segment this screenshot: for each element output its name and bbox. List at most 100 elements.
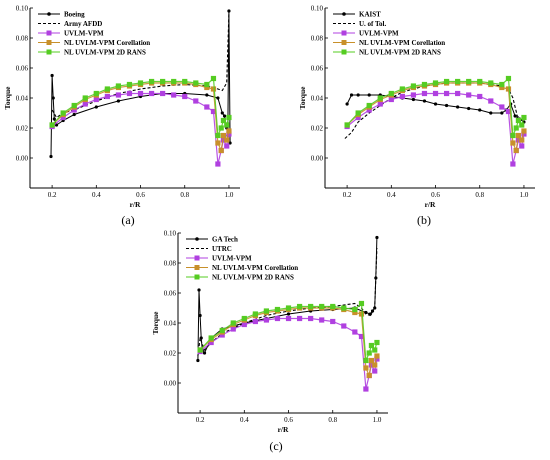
data-point xyxy=(182,78,188,85)
data-point xyxy=(377,95,383,101)
data-point xyxy=(60,114,66,121)
legend-label: Boeing xyxy=(64,10,85,18)
data-point xyxy=(355,114,361,121)
legend-entry: NL UVLM-VPM 2D RANS xyxy=(186,273,294,281)
data-point xyxy=(93,96,99,103)
data-point xyxy=(286,312,291,316)
legend-entry: UVLM-VPM xyxy=(186,254,252,262)
data-point xyxy=(219,332,225,338)
data-point xyxy=(296,315,303,322)
data-point xyxy=(432,90,439,97)
data-point xyxy=(456,105,460,109)
data-point xyxy=(510,132,516,139)
data-point xyxy=(349,93,354,97)
x-axis-label: r/R xyxy=(130,200,141,209)
data-point xyxy=(224,122,230,128)
data-point xyxy=(171,78,177,85)
legend-marker xyxy=(194,265,200,270)
data-point xyxy=(218,147,224,154)
data-point xyxy=(210,108,217,115)
legend-label: UTRC xyxy=(212,245,232,253)
legend-entry: UTRC xyxy=(186,245,232,253)
data-point xyxy=(71,102,77,109)
panel-caption: (b) xyxy=(417,213,431,227)
data-point xyxy=(366,350,372,356)
data-point xyxy=(500,111,504,115)
x-tick-label: 0.2 xyxy=(343,191,352,199)
data-point xyxy=(372,362,378,368)
data-point xyxy=(466,78,472,85)
data-point xyxy=(224,137,230,143)
y-tick-label: 0.10 xyxy=(16,4,29,12)
data-point xyxy=(388,96,394,103)
data-point xyxy=(220,111,224,115)
y-tick-label: 0.00 xyxy=(164,379,177,387)
data-point xyxy=(477,93,483,100)
data-point xyxy=(355,110,361,116)
data-point xyxy=(422,99,427,103)
data-point xyxy=(193,98,199,104)
data-point xyxy=(421,81,428,88)
data-point xyxy=(274,306,281,313)
data-point xyxy=(363,386,369,392)
data-point xyxy=(263,308,270,314)
data-point xyxy=(374,339,380,346)
data-point xyxy=(137,90,144,97)
legend-entry: NL UVLM-VPM Corellation xyxy=(186,264,298,272)
data-point xyxy=(208,335,214,341)
data-point xyxy=(374,356,380,362)
x-tick-label: 0.4 xyxy=(387,191,396,199)
data-point xyxy=(505,75,512,82)
y-tick-label: 0.02 xyxy=(16,124,29,132)
data-point xyxy=(204,84,210,91)
legend-entry: NL UVLM-VPM Corellation xyxy=(333,39,445,47)
data-point xyxy=(319,303,325,310)
y-axis-label: Torque xyxy=(3,86,12,110)
data-point xyxy=(104,93,110,100)
data-point xyxy=(399,86,405,92)
data-point xyxy=(352,306,358,313)
data-point xyxy=(263,317,270,323)
data-point xyxy=(366,102,372,109)
legend-entry: Boeing xyxy=(38,10,85,18)
data-point xyxy=(226,114,232,121)
data-point xyxy=(344,122,350,128)
data-point xyxy=(215,140,221,146)
data-point xyxy=(421,90,428,97)
y-tick-label: 0.10 xyxy=(164,229,177,237)
data-point xyxy=(216,96,220,100)
data-point xyxy=(455,78,461,85)
data-point xyxy=(319,317,325,323)
data-point xyxy=(219,327,225,334)
x-tick-label: 1.0 xyxy=(373,416,382,424)
data-point xyxy=(519,137,525,143)
series-nl-uvlm-vpm-2d-rans xyxy=(344,75,527,139)
data-point xyxy=(241,315,247,322)
legend-marker xyxy=(341,30,347,36)
data-point xyxy=(363,357,369,364)
y-tick-label: 0.08 xyxy=(164,259,177,267)
legend-marker xyxy=(47,12,51,16)
data-point xyxy=(510,140,516,146)
data-point xyxy=(296,303,303,310)
data-point xyxy=(222,114,227,118)
legend-marker xyxy=(195,237,199,241)
data-point xyxy=(330,303,336,310)
y-tick-label: 0.06 xyxy=(164,289,177,297)
legend-label: NL UVLM-VPM Corellation xyxy=(64,39,150,47)
data-point xyxy=(363,365,369,371)
y-tick-label: 0.00 xyxy=(311,154,324,162)
data-point xyxy=(104,86,110,92)
legend-entry: U. of Tol. xyxy=(333,20,386,28)
data-point xyxy=(478,108,482,112)
x-tick-label: 0.8 xyxy=(475,191,484,199)
chart-panel-3: 0.00 0.02 0.04 0.06 0.08 0.10 0.2 0.4 0.6 0.8 1.0 r… xyxy=(151,229,388,453)
data-point xyxy=(241,321,247,328)
data-point xyxy=(399,93,405,100)
data-point xyxy=(160,78,166,85)
series-line xyxy=(346,94,525,123)
data-point xyxy=(521,114,527,121)
data-point xyxy=(274,315,281,322)
data-point xyxy=(521,128,527,134)
